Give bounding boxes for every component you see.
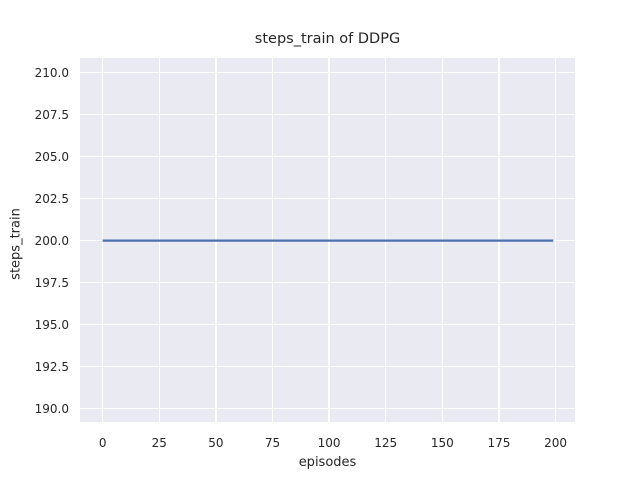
y-tick-label: 205.0 [34,149,69,164]
x-tick-label: 200 [544,436,567,450]
plot-canvas [102,239,554,242]
x-tick-label: 25 [151,436,167,450]
x-tick-label: 75 [264,436,281,450]
chart-title: steps_train of DDPG [254,31,401,47]
y-tick-label: 202.5 [34,191,69,206]
x-tick-label: 50 [208,436,224,450]
y-tick-label: 190.0 [34,401,69,416]
x-tick-label: 100 [317,436,341,450]
y-gridline [80,155,575,158]
y-gridline [80,197,575,200]
y-tick-label: 192.5 [34,359,69,374]
y-axis-label: steps_train [8,208,24,280]
y-tick-label: 195.0 [34,317,69,332]
y-gridline [80,365,575,368]
y-gridline [80,113,575,116]
x-tick-label: 125 [374,436,398,450]
x-tick-label: 150 [430,436,454,450]
x-axis-label: episodes [298,455,357,470]
y-gridline [80,281,575,284]
y-tick-label: 197.5 [34,275,69,290]
y-gridline [80,407,575,410]
plot-area [80,58,575,422]
x-tick-label: 0 [98,436,107,450]
y-tick-label: 210.0 [34,65,69,80]
y-tick-label: 200.0 [34,233,69,248]
y-gridline [80,71,575,74]
y-gridline [80,323,575,326]
y-tick-label: 207.5 [34,107,69,122]
x-tick-label: 175 [487,436,511,450]
